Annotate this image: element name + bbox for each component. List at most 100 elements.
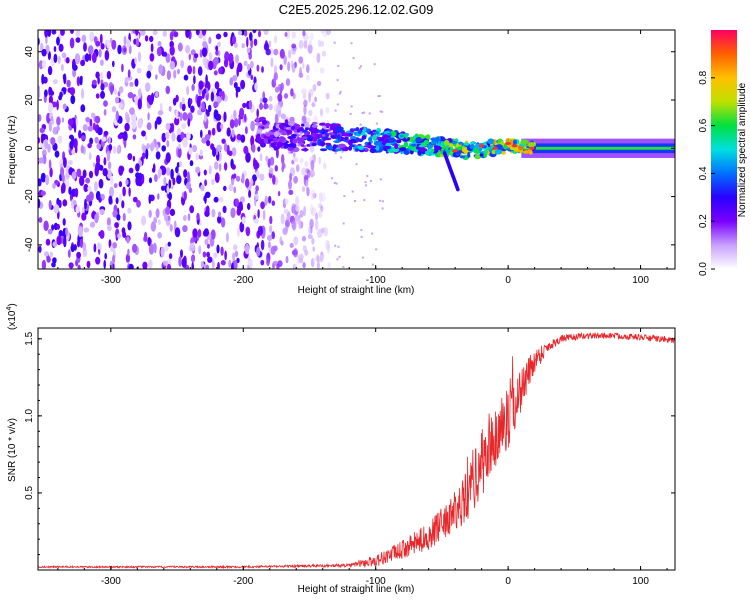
noise-blob <box>236 133 242 141</box>
track-blob <box>255 135 261 140</box>
noise-blob <box>325 92 330 100</box>
noise-blob <box>285 78 291 86</box>
track-blob <box>333 140 341 143</box>
noise-blob <box>62 103 67 110</box>
noise-blob <box>132 196 138 203</box>
noise-blob <box>200 184 205 192</box>
noise-blob <box>81 34 87 43</box>
noise-blob <box>163 51 168 57</box>
noise-blob <box>201 30 207 36</box>
track-blob <box>286 143 294 147</box>
noise-blob <box>291 203 297 213</box>
noise-blob <box>132 243 138 253</box>
noise-speck <box>366 175 369 177</box>
track-blob <box>260 141 264 147</box>
track-blob <box>255 117 260 123</box>
noise-blob <box>108 239 112 249</box>
noise-blob <box>215 50 219 56</box>
track-blob <box>363 126 367 132</box>
noise-blob <box>69 37 75 49</box>
noise-blob <box>149 35 154 43</box>
noise-blob <box>223 185 227 192</box>
noise-blob <box>285 255 289 264</box>
noise-blob <box>79 238 84 248</box>
noise-blob <box>268 40 272 48</box>
noise-blob <box>191 261 194 269</box>
noise-blob <box>262 209 266 221</box>
noise-speck <box>338 255 341 258</box>
noise-blob <box>216 96 222 104</box>
noise-blob <box>53 46 57 52</box>
noise-blob <box>68 186 72 195</box>
noise-blob <box>197 228 202 238</box>
noise-blob <box>128 263 134 269</box>
noise-blob <box>254 82 258 91</box>
track-blob <box>417 149 422 156</box>
noise-blob <box>147 236 151 247</box>
noise-blob <box>240 134 246 143</box>
noise-blob <box>166 70 171 80</box>
noise-blob <box>128 187 131 197</box>
noise-blob <box>206 251 211 258</box>
track-blob <box>469 141 476 145</box>
xtick-label: 100 <box>632 576 649 587</box>
noise-blob <box>43 76 48 84</box>
noise-blob <box>206 139 211 147</box>
noise-blob <box>288 49 292 59</box>
noise-blob <box>247 202 251 211</box>
noise-blob <box>88 170 94 179</box>
noise-blob <box>269 225 273 234</box>
noise-blob <box>276 263 280 269</box>
track-blob <box>312 137 318 142</box>
snr-line <box>38 331 675 570</box>
noise-blob <box>173 31 179 38</box>
noise-speck <box>373 63 376 66</box>
track-blob <box>500 150 506 155</box>
xtick-label: -200 <box>233 576 253 587</box>
noise-blob <box>108 195 113 205</box>
noise-blob <box>157 168 162 177</box>
noise-blob <box>247 63 251 71</box>
noise-blob <box>44 89 48 97</box>
track-blob <box>335 125 343 132</box>
noise-blob <box>188 147 193 155</box>
noise-blob <box>38 88 41 99</box>
track-blob <box>270 142 277 148</box>
noise-blob <box>302 92 307 100</box>
noise-blob <box>237 30 243 36</box>
noise-blob <box>181 257 187 269</box>
noise-blob <box>143 231 148 242</box>
ytick-label: 0.5 <box>24 486 35 500</box>
noise-blob <box>196 97 201 108</box>
noise-blob <box>106 70 112 80</box>
track-blob <box>423 140 430 145</box>
noise-blob <box>201 89 205 99</box>
noise-blob <box>325 239 330 251</box>
noise-blob <box>292 157 299 163</box>
noise-blob <box>234 250 239 258</box>
noise-blob <box>129 107 135 115</box>
track-blob <box>350 138 357 144</box>
noise-blob <box>52 257 57 264</box>
noise-blob <box>94 213 99 224</box>
noise-blob <box>38 137 41 144</box>
noise-blob <box>41 259 47 269</box>
snr-panel: -300 -200 -100 0 100 0.5 1.0 1.5 Height of stra… <box>6 303 676 595</box>
noise-blob <box>65 57 70 64</box>
noise-blob <box>93 243 97 253</box>
noise-blob <box>75 37 81 43</box>
noise-blob <box>117 233 121 239</box>
noise-blob <box>301 186 306 193</box>
noise-blob <box>98 197 102 203</box>
noise-blob <box>211 208 216 218</box>
noise-blob <box>52 126 58 135</box>
noise-blob <box>245 178 250 188</box>
noise-blob <box>118 193 122 202</box>
noise-blob <box>40 190 46 196</box>
noise-blob <box>38 60 44 70</box>
noise-blob <box>316 52 321 64</box>
noise-blob <box>127 92 134 99</box>
noise-blob <box>185 44 191 54</box>
noise-blob <box>239 107 245 119</box>
noise-blob <box>66 79 71 88</box>
